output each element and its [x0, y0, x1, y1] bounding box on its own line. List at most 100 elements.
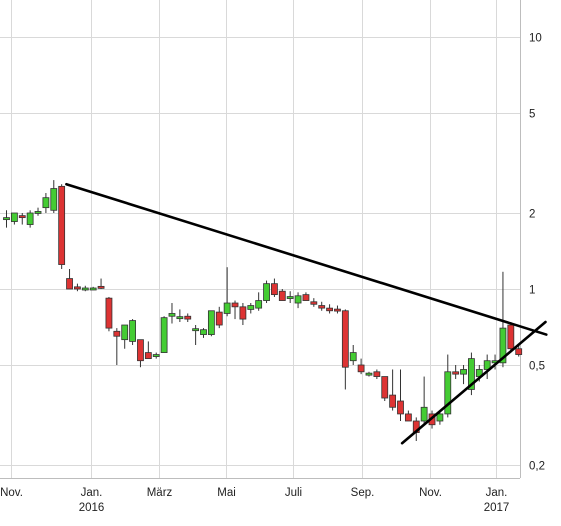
y-tick-label: 1	[529, 285, 535, 297]
candle-body-up	[10, 212, 18, 222]
candle	[365, 371, 373, 377]
candle	[42, 193, 50, 213]
x-tick-label: Juli	[285, 487, 302, 499]
candle-body-up	[160, 317, 168, 353]
candle-body-down	[97, 285, 105, 289]
candle-body-up	[3, 217, 10, 221]
candle	[302, 292, 310, 301]
x-tick-label: Jan.	[81, 487, 103, 499]
candle-body-down	[334, 308, 341, 312]
candle	[294, 292, 302, 309]
candle	[263, 280, 270, 304]
candle	[137, 339, 144, 368]
candle-body-down	[239, 306, 247, 320]
candle	[34, 207, 42, 216]
candle	[89, 286, 97, 291]
candle-body-down	[389, 394, 397, 408]
candle	[271, 278, 278, 297]
candle-body-up	[436, 413, 444, 422]
candles	[3, 180, 523, 441]
candle-body-up	[207, 310, 215, 335]
y-tick-label: 10	[529, 33, 542, 45]
candle-body-up	[223, 302, 231, 314]
candle-body-down	[310, 301, 318, 305]
candle	[334, 305, 341, 314]
candle-body-down	[184, 315, 192, 320]
candle	[152, 352, 160, 359]
y-tick-label: 5	[529, 109, 535, 121]
candle-body-up	[34, 211, 42, 214]
x-tick-label: Sep.	[351, 487, 375, 499]
candle	[66, 269, 73, 290]
candle-body-down	[271, 283, 278, 296]
candle	[452, 365, 460, 380]
candle	[215, 306, 223, 329]
candle-body-up	[263, 283, 270, 301]
candle	[160, 316, 168, 353]
candle	[50, 180, 58, 213]
grid	[0, 0, 520, 478]
candle	[507, 322, 515, 353]
candle-body-up	[444, 371, 452, 415]
candle-body-up	[129, 320, 136, 342]
candle-body-down	[58, 185, 66, 265]
candle-body-down	[113, 330, 121, 337]
candle-body-down	[452, 371, 460, 375]
candle-body-up	[499, 327, 507, 364]
candle	[381, 376, 389, 402]
candle	[144, 341, 152, 360]
candle	[444, 354, 452, 418]
candle-body-up	[460, 369, 467, 375]
candle-body-down	[507, 324, 515, 350]
candle-body-down	[515, 348, 523, 355]
candle	[223, 267, 231, 317]
x-tick-label: Nov.	[0, 487, 23, 499]
candle	[26, 210, 34, 228]
candle-body-up	[365, 372, 373, 376]
candle-body-up	[26, 212, 34, 225]
candle	[318, 301, 326, 311]
candle	[341, 309, 349, 390]
candle	[310, 298, 318, 307]
candle	[129, 319, 136, 346]
y-tick-label: 0,5	[529, 361, 545, 373]
candle	[18, 213, 26, 225]
candle-body-down	[144, 352, 152, 360]
candle	[373, 369, 381, 380]
candle	[460, 365, 467, 385]
candle	[349, 345, 357, 365]
candle-body-up	[168, 313, 176, 317]
candle-body-down	[137, 339, 144, 362]
candle-body-down	[357, 364, 365, 373]
candle-body-up	[42, 197, 50, 209]
candle-body-down	[215, 311, 223, 326]
candle-body-up	[294, 295, 302, 304]
candle	[483, 354, 491, 380]
candle-body-up	[200, 329, 207, 335]
candle	[97, 278, 105, 289]
candle-body-up	[50, 188, 58, 211]
trendline	[400, 320, 547, 445]
candle	[192, 325, 200, 346]
candle	[231, 300, 239, 320]
x-tick-year-label: 2016	[79, 502, 105, 514]
candle	[286, 291, 294, 304]
candle-body-down	[18, 215, 26, 219]
candle-body-up	[81, 287, 89, 291]
candle	[58, 184, 66, 270]
candle-body-up	[468, 358, 475, 390]
candle-body-up	[89, 287, 97, 291]
candle-body-down	[326, 307, 333, 312]
candle-body-up	[349, 352, 357, 362]
candle	[278, 289, 286, 301]
candle-body-down	[373, 371, 381, 377]
candle-body-down	[341, 310, 349, 368]
candle	[207, 310, 215, 337]
candle	[326, 304, 333, 314]
candle	[239, 303, 247, 326]
x-tick-label: Nov.	[419, 487, 442, 499]
x-tick-label: Mai	[217, 487, 236, 499]
candle-body-up	[121, 324, 129, 341]
candle	[468, 352, 475, 396]
